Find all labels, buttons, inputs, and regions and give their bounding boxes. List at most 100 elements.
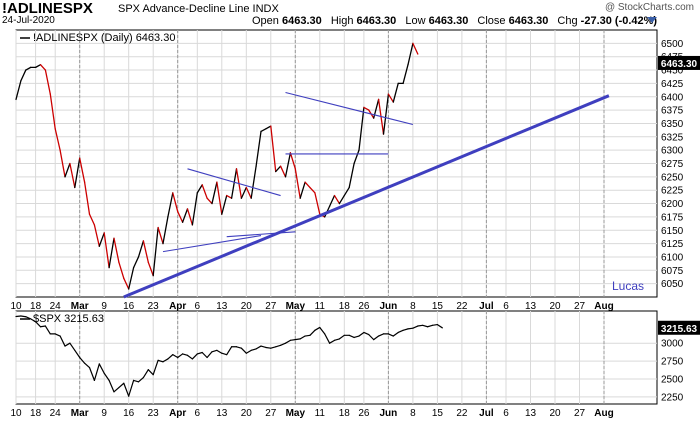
adline-segment <box>265 125 272 130</box>
adline-segment <box>196 184 203 194</box>
adline-segment <box>147 261 154 277</box>
sub-ytick-label: 3000 <box>661 339 684 350</box>
spx-segment <box>221 352 228 356</box>
adline-segment <box>98 232 105 247</box>
spx-segment <box>15 315 22 318</box>
spx-segment <box>103 372 110 381</box>
adline-segment <box>59 149 66 178</box>
ohlc-readout: Open 6463.30 High 6463.30 Low 6463.30 Cl… <box>246 15 657 27</box>
adline-segment <box>172 192 179 213</box>
spx-segment <box>270 346 277 349</box>
adline-segment <box>412 42 419 55</box>
sub-xtick-label: 9 <box>101 408 107 419</box>
sub-xtick-label: 6 <box>195 408 201 419</box>
adline-segment <box>314 192 321 215</box>
sub-xtick-label: 11 <box>315 408 326 419</box>
spx-segment <box>319 326 326 335</box>
main-xtick-label: 11 <box>315 301 326 312</box>
adline-segment <box>260 128 267 133</box>
spx-segment <box>142 369 149 379</box>
spx-segment <box>98 363 105 374</box>
dropdown-arrow-icon[interactable] <box>647 17 657 23</box>
main-ytick-label: 6325 <box>661 132 684 143</box>
spx-segment <box>118 382 125 389</box>
main-xtick-label: 10 <box>10 301 22 312</box>
chart-symbol: !ADLINESPX <box>2 0 93 17</box>
main-ytick-label: 6200 <box>661 199 684 210</box>
adline-segment <box>54 128 61 151</box>
spx-segment <box>191 353 198 360</box>
spx-segment <box>338 334 345 340</box>
spx-segment <box>368 334 375 341</box>
spx-segment <box>186 354 193 360</box>
pattern-trendline <box>285 91 414 126</box>
sub-xtick-label: 13 <box>525 408 537 419</box>
spx-segment <box>250 348 257 351</box>
adline-segment <box>299 181 306 199</box>
spx-segment <box>387 333 394 337</box>
spx-segment <box>333 338 340 341</box>
spx-segment <box>378 333 385 337</box>
adline-segment <box>83 181 91 215</box>
spx-segment <box>363 331 370 336</box>
spx-segment <box>280 342 287 346</box>
main-last-value-text: 6463.30 <box>661 59 698 70</box>
spx-segment <box>309 329 316 336</box>
adline-segment <box>333 194 341 205</box>
high-label: High <box>330 15 354 27</box>
sub-xtick-label: 20 <box>549 408 561 419</box>
main-xtick-label: 20 <box>241 301 253 312</box>
adline-segment <box>128 266 135 290</box>
sub-xtick-label: 13 <box>216 408 228 419</box>
adline-segment <box>88 213 96 226</box>
adline-segment <box>294 168 301 199</box>
spx-segment <box>235 346 242 349</box>
adline-segment <box>255 130 262 167</box>
adline-segment <box>152 226 159 277</box>
spx-segment <box>358 331 365 337</box>
sub-xtick-label: 15 <box>432 408 444 419</box>
chg-value: -27.30 (-0.42%) <box>580 15 658 27</box>
main-xtick-label: Apr <box>169 301 186 312</box>
spx-segment <box>304 334 311 337</box>
low-value: 6463.30 <box>428 15 469 27</box>
spx-segment <box>64 342 71 347</box>
main-ytick-label: 6050 <box>661 279 684 290</box>
main-xtick-label: May <box>286 301 306 312</box>
adline-segment <box>34 64 42 69</box>
security-name: SPX Advance-Decline Line INDX <box>118 3 279 15</box>
main-xtick-label: 27 <box>265 301 277 312</box>
adline-segment <box>270 125 277 173</box>
adline-segment <box>245 186 252 199</box>
spx-segment <box>299 335 306 340</box>
adline-segment <box>284 152 292 178</box>
quote-date: 24-Jul-2020 <box>2 15 55 26</box>
spx-segment <box>177 353 184 359</box>
spx-segment <box>79 356 86 364</box>
adline-segment <box>118 261 125 279</box>
main-ytick-label: 6450 <box>661 66 684 77</box>
spx-segment <box>108 379 115 393</box>
adline-segment <box>407 42 414 66</box>
main-ytick-label: 6300 <box>661 146 684 157</box>
main-ytick-label: 6400 <box>661 92 684 103</box>
adline-segment <box>353 149 360 165</box>
adline-segment <box>44 69 51 95</box>
main-ytick-label: 6075 <box>661 266 684 277</box>
adline-segment <box>402 64 409 85</box>
sub-xtick-label: 22 <box>456 408 468 419</box>
spx-segment <box>30 318 37 323</box>
spx-segment <box>240 347 247 354</box>
pattern-trendline <box>162 235 262 253</box>
sub-xtick-label: 18 <box>30 408 42 419</box>
main-xtick-label: Aug <box>594 301 613 312</box>
spx-segment <box>436 323 443 329</box>
spx-segment <box>392 331 399 337</box>
author-annotation: Lucas <box>612 279 644 293</box>
adline-segment <box>348 162 355 189</box>
spx-segment <box>123 382 130 397</box>
sub-xtick-label: 18 <box>339 408 351 419</box>
adline-segment <box>211 181 218 205</box>
sub-legend-text: $SPX 3215.63 <box>33 313 104 325</box>
